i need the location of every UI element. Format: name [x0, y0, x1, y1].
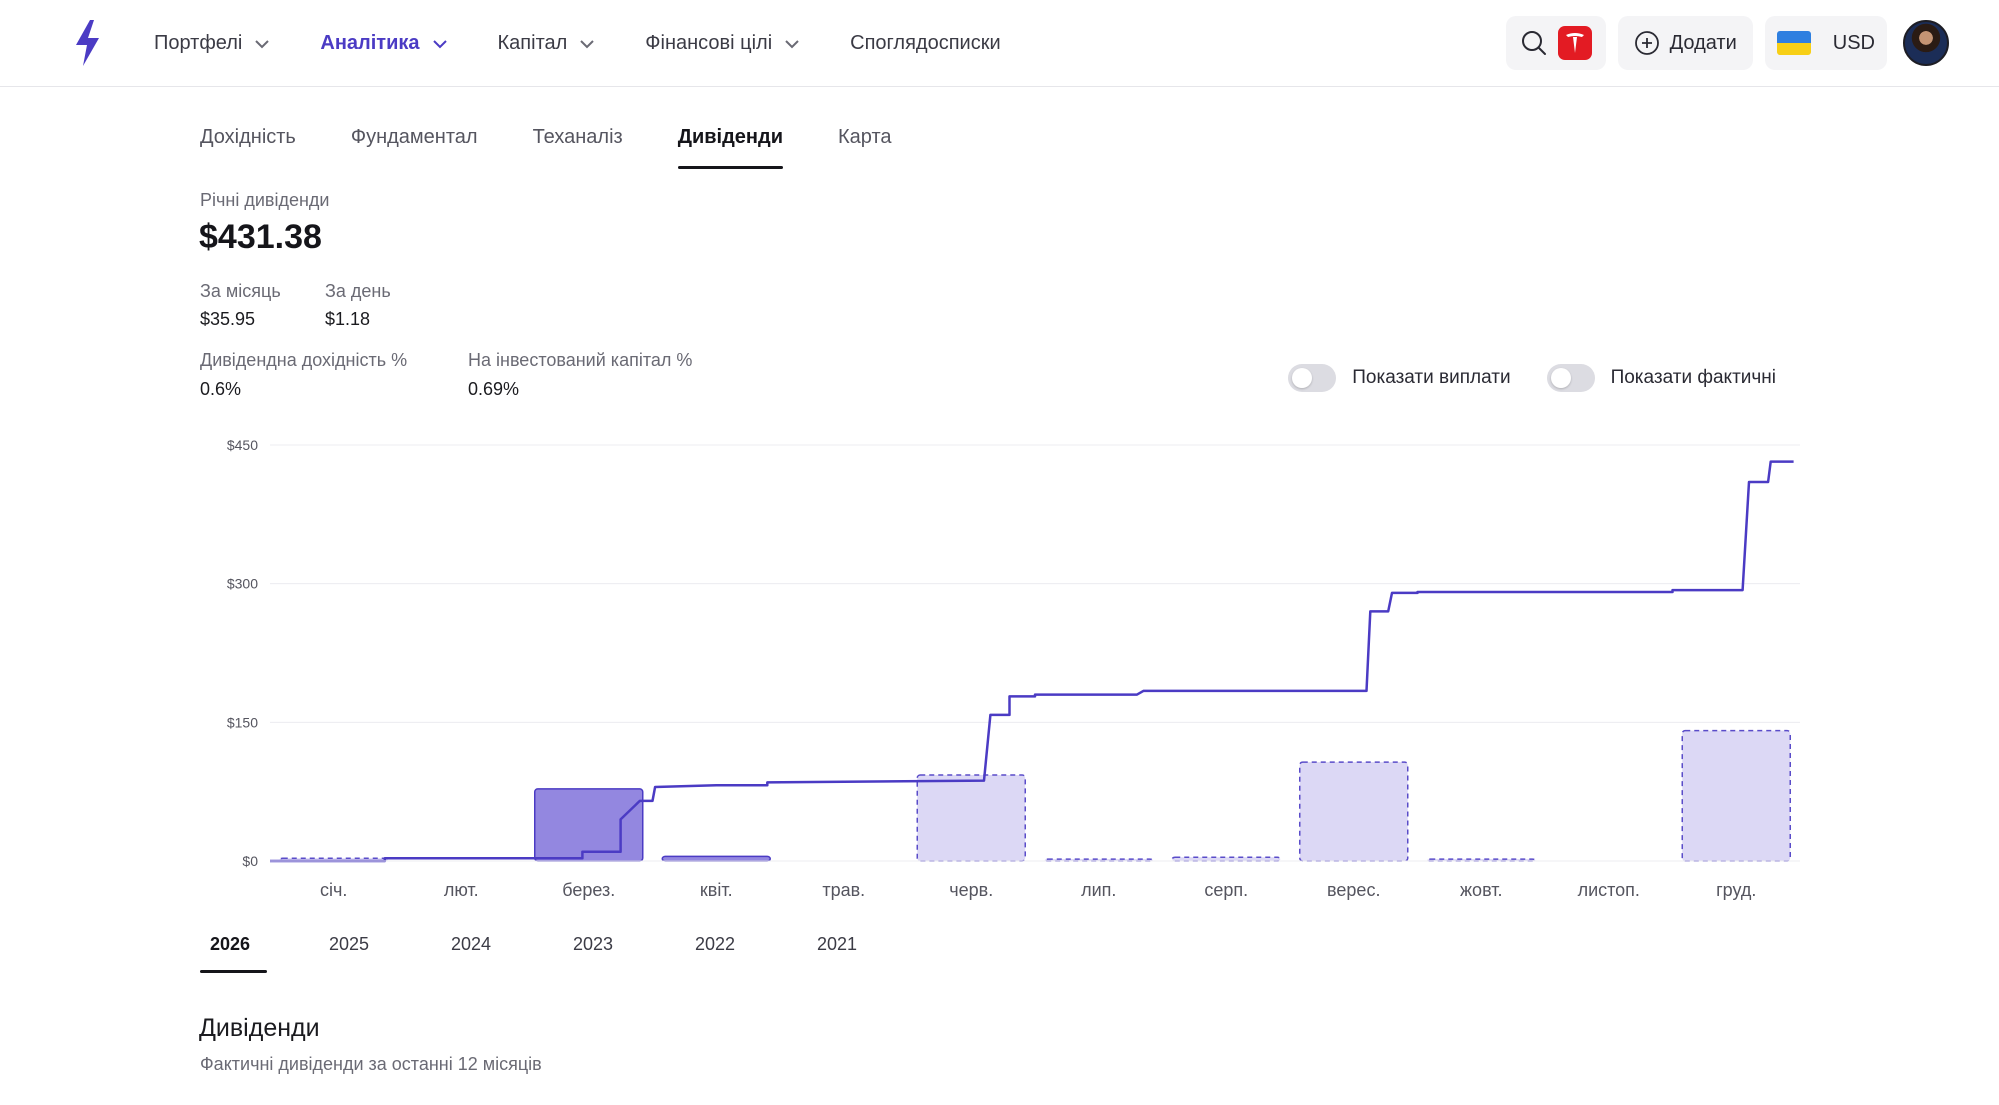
cumulative-dividends-line — [270, 460, 1794, 863]
tab-returns[interactable]: Дохідність — [200, 126, 296, 148]
chevron-down-icon — [785, 39, 799, 48]
per-month-label: За місяць — [200, 281, 281, 301]
x-tick-label: листоп. — [1578, 880, 1640, 900]
ukraine-flag-icon — [1776, 31, 1811, 55]
tab-technical-analysis[interactable]: Теханаліз — [532, 126, 623, 148]
toggle-switch[interactable] — [1546, 364, 1595, 392]
dividends-chart-svg: $0 $150 $300 $450 січ. лют. берез. квіт. трав. че… — [227, 437, 1800, 900]
show-payouts-label: Показати виплати — [1352, 367, 1511, 388]
tab-fundamentals[interactable]: Фундаментал — [350, 126, 478, 148]
currency-selector[interactable]: USD — [1764, 16, 1887, 70]
dividends-section-subtitle: Фактичні дивіденди за останні 12 місяців — [200, 1054, 542, 1074]
per-day-value: $1.18 — [325, 309, 371, 329]
show-payouts-toggle[interactable]: Показати виплати — [1288, 364, 1511, 392]
tesla-logo-icon[interactable] — [1557, 26, 1592, 60]
chevron-down-icon — [580, 39, 595, 48]
x-tick-label: січ. — [320, 880, 347, 900]
year-tab-2021[interactable]: 2021 — [817, 934, 858, 954]
year-tab-2023[interactable]: 2023 — [573, 934, 614, 954]
actual-dividend-bar — [661, 855, 771, 862]
annual-dividends-label: Річні дивіденди — [200, 190, 330, 210]
projected-dividend-bar — [1299, 761, 1409, 862]
yield-on-cost-value: 0.69% — [468, 379, 520, 399]
year-tabs: 2026 2025 2024 2023 2022 2021 — [200, 934, 939, 973]
nav-watchlists[interactable]: Споглядосписки — [850, 32, 1000, 55]
dividend-yield-label: Дивідендна дохідність % — [200, 350, 408, 370]
x-tick-label: квіт. — [700, 880, 733, 900]
nav-financial-goals-label: Фінансові цілі — [645, 32, 773, 54]
y-tick-label: $450 — [227, 437, 258, 453]
nav-financial-goals[interactable]: Фінансові цілі — [645, 32, 800, 55]
projected-dividend-bar — [916, 774, 1026, 862]
tab-map[interactable]: Карта — [838, 126, 892, 148]
year-tab-2025[interactable]: 2025 — [329, 934, 370, 954]
x-tick-label: берез. — [562, 880, 615, 900]
nav-capital-label: Капітал — [497, 32, 568, 54]
app-logo-icon[interactable] — [70, 18, 104, 68]
x-tick-label: серп. — [1204, 880, 1248, 900]
x-tick-label: груд. — [1716, 880, 1756, 900]
x-tick-label: трав. — [822, 880, 865, 900]
nav-portfolios-label: Портфелі — [154, 32, 243, 54]
search-button[interactable] — [1505, 16, 1606, 70]
plus-circle-icon — [1634, 31, 1659, 55]
y-tick-label: $0 — [242, 853, 258, 869]
show-actual-label: Показати фактичні — [1610, 367, 1776, 388]
nav-analytics-label: Аналітика — [320, 32, 420, 54]
y-tick-label: $150 — [227, 714, 258, 730]
per-month-value: $35.95 — [200, 309, 256, 329]
x-tick-label: лют. — [444, 880, 479, 900]
yield-on-cost-label: На інвестований капітал % — [468, 350, 693, 370]
year-tab-2026[interactable]: 2026 — [200, 934, 329, 973]
show-actual-toggle[interactable]: Показати фактичні — [1546, 364, 1776, 392]
nav-analytics[interactable]: Аналітика — [320, 32, 447, 55]
year-tab-2022[interactable]: 2022 — [695, 934, 736, 954]
chevron-down-icon — [432, 39, 447, 48]
year-tab-2024[interactable]: 2024 — [451, 934, 492, 954]
x-tick-label: жовт. — [1460, 880, 1502, 900]
currency-label: USD — [1832, 31, 1875, 54]
dividends-chart: $0 $150 $300 $450 січ. лют. берез. квіт. трав. че… — [200, 430, 1820, 900]
header-actions: Додати USD — [1505, 16, 1949, 70]
user-avatar[interactable] — [1903, 20, 1949, 66]
nav-watchlists-label: Споглядосписки — [850, 32, 1001, 54]
nav-portfolios[interactable]: Портфелі — [154, 32, 270, 55]
x-tick-label: черв. — [949, 880, 993, 900]
projected-dividend-bar — [1681, 729, 1791, 862]
y-tick-label: $300 — [227, 576, 258, 592]
toggle-switch[interactable] — [1288, 364, 1337, 392]
add-button-label: Додати — [1669, 31, 1737, 54]
per-day-label: За день — [325, 281, 391, 301]
chart-toggles: Показати виплати Показати фактичні — [1252, 364, 1776, 392]
dividend-yield-value: 0.6% — [200, 379, 242, 399]
analytics-tabs: Дохідність Фундаментал Теханаліз Дивіден… — [200, 126, 947, 169]
top-navigation-bar: Портфелі Аналітика Капітал Фінансові ціл… — [0, 0, 1999, 87]
tab-dividends[interactable]: Дивіденди — [677, 126, 784, 169]
search-icon — [1521, 31, 1546, 55]
main-nav: Портфелі Аналітика Капітал Фінансові ціл… — [154, 0, 1051, 87]
x-tick-label: верес. — [1327, 880, 1380, 900]
chevron-down-icon — [255, 39, 270, 48]
annual-dividends-value: $431.38 — [199, 218, 322, 256]
projected-dividend-bar — [1171, 856, 1281, 862]
nav-capital[interactable]: Капітал — [498, 32, 596, 55]
add-button[interactable]: Додати — [1617, 16, 1753, 70]
x-tick-label: лип. — [1081, 880, 1116, 900]
dividends-section-title: Дивіденди — [199, 1014, 320, 1042]
actual-dividend-bar — [534, 788, 644, 862]
